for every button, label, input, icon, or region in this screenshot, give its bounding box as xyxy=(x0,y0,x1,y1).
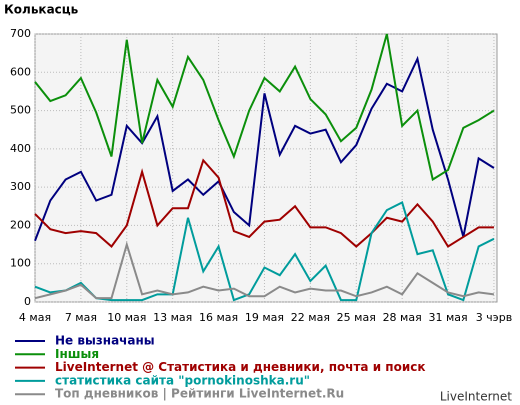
series-line xyxy=(34,201,495,302)
x-tick-label: 31 мая xyxy=(428,311,467,324)
legend-label: LiveInternet @ Статистика и дневники, по… xyxy=(55,360,426,374)
series-line xyxy=(34,158,494,248)
x-tick-label: 28 мая xyxy=(383,311,422,324)
legend-label: Іншыя xyxy=(55,347,99,361)
y-tick-label: 300 xyxy=(10,180,31,193)
chart-title: Колькасць xyxy=(4,3,79,17)
y-tick-label: 600 xyxy=(10,65,31,78)
series-line xyxy=(34,55,495,242)
y-tick-label: 200 xyxy=(10,218,31,231)
footer: LiveInternet xyxy=(440,390,512,404)
y-tick-label: 500 xyxy=(10,104,31,117)
y-tick-label: 0 xyxy=(24,295,31,308)
x-tick-label: 19 мая xyxy=(245,311,284,324)
legend-label: Топ дневников | Рейтинги LiveInternet.Ru xyxy=(55,387,344,401)
plot-area xyxy=(34,33,498,303)
x-tick-label: 10 мая xyxy=(107,311,146,324)
legend-label: Не вызначаны xyxy=(55,334,155,348)
x-tick-label: 7 мая xyxy=(65,311,97,324)
x-tick-label: 4 мая xyxy=(19,311,51,324)
x-tick-label: 16 мая xyxy=(199,311,238,324)
x-tick-label: 3 чэрв xyxy=(476,311,513,324)
series-line xyxy=(34,241,495,300)
x-tick-label: 13 мая xyxy=(153,311,192,324)
x-tick-label: 25 мая xyxy=(337,311,376,324)
x-tick-label: 22 мая xyxy=(291,311,330,324)
y-tick-label: 100 xyxy=(10,257,31,270)
y-tick-label: 700 xyxy=(10,27,31,40)
legend-label: статистика сайта "pornokinoshka.ru" xyxy=(55,373,310,387)
y-tick-label: 400 xyxy=(10,142,31,155)
series-line xyxy=(34,33,495,182)
